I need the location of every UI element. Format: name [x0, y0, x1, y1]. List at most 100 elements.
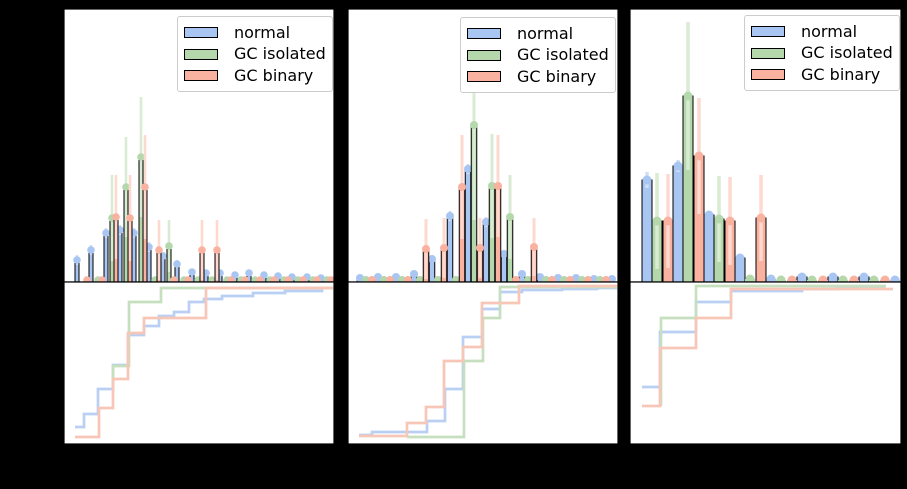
bar-marker-gc_binary: [112, 213, 120, 221]
bar-marker-gc_binary: [98, 276, 106, 282]
legend-row: GC binary: [467, 66, 609, 88]
bar-marker-gc_isolated: [416, 276, 424, 282]
bar-marker-gc_isolated: [208, 276, 216, 282]
cdf-content-1: [75, 286, 333, 439]
histogram-bar-normal: [641, 179, 653, 282]
bar-marker-normal: [374, 273, 382, 281]
bar-marker-gc_isolated: [683, 91, 693, 101]
bar-marker-gc_binary: [299, 276, 307, 282]
legend-panel-2: normal GC isolated GC binary: [460, 17, 616, 93]
legend-label: normal: [801, 21, 858, 41]
bar-marker-normal: [446, 212, 454, 220]
bar-marker-gc_isolated: [560, 276, 568, 282]
bar-marker-gc_isolated: [488, 182, 496, 190]
bar-marker-gc_binary: [584, 276, 592, 282]
bar-marker-gc_isolated: [398, 276, 406, 282]
bar-marker-gc_isolated: [524, 276, 532, 282]
histogram-bar-normal: [703, 214, 715, 282]
legend-row: GC binary: [184, 65, 326, 87]
bar-marker-gc_binary: [404, 276, 412, 282]
histogram-bar-normal: [446, 215, 454, 282]
bar-marker-normal: [536, 273, 544, 281]
cdf-border-3: [629, 281, 902, 445]
bar-marker-gc_binary: [422, 245, 430, 253]
bar-marker-gc_isolated: [434, 276, 442, 282]
cdf-panel-1: [64, 282, 334, 444]
bar-marker-normal: [859, 272, 869, 282]
bar-marker-gc_binary: [602, 276, 610, 282]
bar-marker-normal: [890, 275, 900, 282]
bar-marker-normal: [642, 175, 652, 185]
cdf-border-1: [63, 281, 335, 445]
bar-marker-gc_binary: [849, 275, 859, 282]
bar-marker-normal: [704, 210, 714, 220]
bar-marker-gc_isolated: [470, 121, 478, 129]
bar-marker-normal: [428, 255, 436, 263]
cdf-panel-3: [630, 282, 901, 444]
legend-panel-3: normal GC isolated GC binary: [744, 15, 900, 91]
bar-marker-gc_isolated: [838, 275, 848, 282]
cdf-line-gc_binary: [642, 287, 893, 408]
bar-marker-gc_binary: [787, 275, 797, 282]
bar-marker-normal: [828, 272, 838, 282]
legend-row: GC isolated: [751, 43, 893, 65]
histogram-content-3: [641, 22, 900, 282]
bar-marker-gc_isolated: [137, 153, 145, 161]
legend-panel-1: normal GC isolated GC binary: [177, 16, 333, 92]
bar-marker-gc_binary: [494, 182, 502, 190]
bar-marker-normal: [673, 161, 683, 171]
bar-marker-gc_binary: [440, 244, 448, 252]
bar-marker-normal: [500, 250, 508, 258]
bar-marker-gc_binary: [663, 216, 673, 226]
bar-marker-gc_binary: [126, 214, 134, 222]
bar-marker-gc_binary: [184, 276, 192, 282]
bar-marker-gc_binary: [530, 243, 538, 251]
bar-marker-normal: [482, 218, 490, 226]
histogram-content-1: [73, 97, 334, 282]
cdf-line-gc_binary: [359, 284, 617, 438]
legend-swatch-normal: [467, 28, 501, 40]
bar-marker-normal: [102, 229, 110, 237]
legend-label: GC binary: [517, 66, 597, 86]
bar-marker-gc_binary: [227, 276, 235, 282]
legend-swatch-gc-binary: [467, 71, 501, 83]
bar-marker-gc_isolated: [714, 214, 724, 224]
bar-marker-normal: [766, 274, 776, 282]
legend-label: GC isolated: [517, 45, 609, 65]
legend-swatch-gc-binary: [184, 70, 218, 82]
bar-marker-normal: [590, 275, 598, 282]
bar-marker-gc_binary: [756, 213, 766, 223]
cdf-content-2: [359, 284, 617, 439]
bar-marker-normal: [735, 253, 745, 263]
legend-row: GC isolated: [184, 44, 326, 66]
cdf-border-2: [347, 281, 619, 445]
bar-marker-gc_isolated: [869, 275, 879, 282]
bar-marker-gc_isolated: [776, 275, 786, 282]
bar-marker-gc_isolated: [596, 276, 604, 282]
legend-label: GC binary: [801, 64, 881, 84]
bar-marker-normal: [188, 268, 196, 276]
histogram-bar-normal: [672, 165, 684, 282]
bar-marker-gc_binary: [880, 275, 890, 282]
legend-label: GC binary: [234, 65, 314, 85]
legend-row: normal: [467, 23, 609, 45]
legend-swatch-gc-isolated: [184, 48, 218, 60]
bar-marker-gc_binary: [458, 183, 466, 191]
bar-marker-gc_isolated: [380, 276, 388, 282]
bar-marker-normal: [87, 246, 95, 254]
legend-swatch-gc-isolated: [751, 47, 785, 59]
legend-label: GC isolated: [234, 44, 326, 64]
bar-marker-gc_binary: [512, 276, 520, 282]
bar-marker-gc_binary: [386, 276, 394, 282]
legend-row: normal: [184, 22, 326, 44]
legend-label: normal: [234, 22, 291, 42]
bar-marker-normal: [518, 270, 526, 278]
cdf-content-3: [642, 284, 893, 408]
bar-marker-normal: [73, 256, 81, 264]
cdf-line-gc_binary: [75, 286, 333, 439]
bar-marker-gc_isolated: [745, 274, 755, 282]
bar-marker-gc_binary: [213, 246, 221, 254]
bar-marker-gc_binary: [368, 276, 376, 282]
bar-marker-gc_binary: [270, 276, 278, 282]
bar-marker-normal: [797, 272, 807, 282]
